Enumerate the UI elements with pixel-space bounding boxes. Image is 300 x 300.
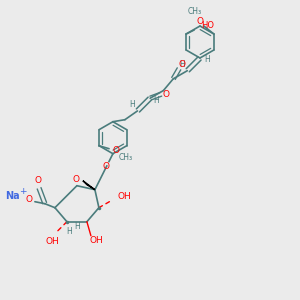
- Text: O: O: [196, 16, 203, 26]
- Text: +: +: [19, 187, 27, 196]
- Text: O: O: [163, 90, 170, 99]
- Text: O: O: [102, 162, 110, 171]
- Text: H: H: [130, 100, 135, 109]
- Text: O: O: [26, 195, 32, 204]
- Polygon shape: [83, 181, 95, 190]
- Text: H: H: [66, 227, 72, 236]
- Text: O: O: [179, 60, 186, 69]
- Text: Na: Na: [6, 191, 20, 201]
- Text: CH₃: CH₃: [119, 153, 133, 162]
- Text: OH: OH: [89, 236, 103, 245]
- Text: O: O: [112, 146, 119, 155]
- Text: O: O: [34, 176, 41, 185]
- Text: HO: HO: [201, 22, 214, 31]
- Text: H: H: [179, 60, 185, 69]
- Text: H: H: [204, 56, 210, 64]
- Text: H: H: [74, 222, 80, 231]
- Text: OH: OH: [118, 192, 132, 201]
- Text: H: H: [153, 96, 159, 105]
- Text: CH₃: CH₃: [188, 8, 202, 16]
- Text: OH: OH: [45, 237, 59, 246]
- Text: O: O: [72, 175, 80, 184]
